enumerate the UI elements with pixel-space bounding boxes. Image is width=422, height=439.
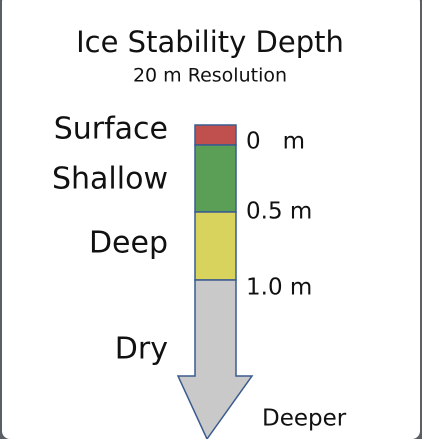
legend-subtitle: 20 m Resolution (133, 65, 287, 87)
class-label: Shallow (52, 162, 168, 197)
depth-label: 1.0 m (246, 275, 312, 301)
depth-label: 0 m (246, 129, 305, 155)
class-label: Dry (115, 332, 168, 367)
legend-title: Ice Stability Depth (76, 25, 344, 59)
depth-arrow (176, 279, 254, 439)
depth-segment (194, 144, 237, 213)
class-label: Deep (89, 226, 168, 261)
depth-segment (194, 124, 237, 146)
depth-label: 0.5 m (246, 199, 312, 225)
class-label: Surface (54, 112, 168, 147)
depth-segment (194, 211, 237, 281)
depth-label: Deeper (262, 406, 347, 432)
